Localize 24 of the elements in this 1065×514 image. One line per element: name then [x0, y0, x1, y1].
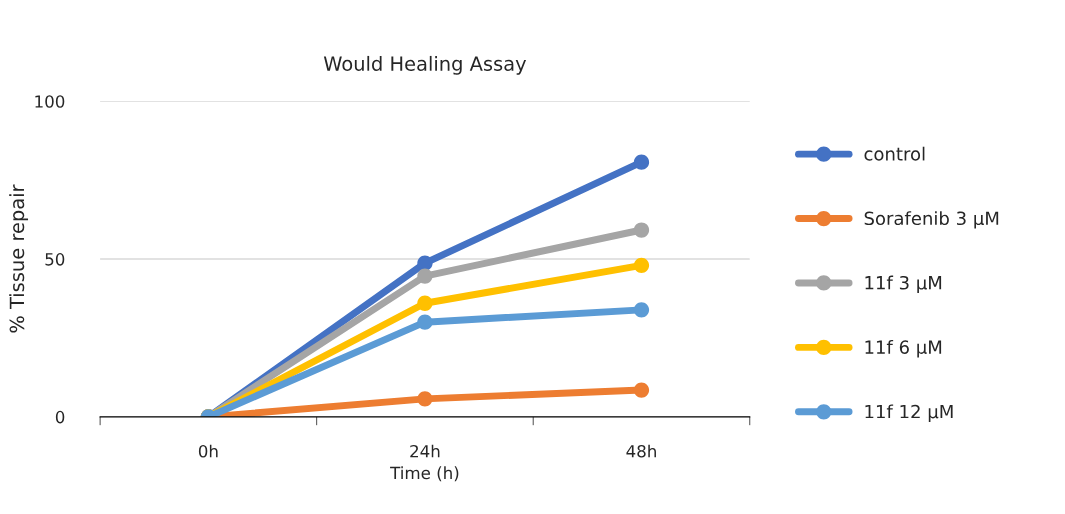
point	[633, 222, 650, 238]
x-axis-title: Time (h)	[390, 466, 459, 482]
legend-label: 11f 6 µM	[865, 339, 942, 358]
point	[633, 154, 650, 170]
y-tick-label: 50	[45, 253, 65, 266]
x-tick-label: 0h	[198, 444, 218, 458]
legend-label: Sorafenib 3 µM	[864, 211, 999, 229]
chart-title: Would Healing Assay	[323, 55, 527, 75]
y-tick-label: 100	[35, 95, 65, 108]
point	[633, 257, 650, 274]
legend-label: control	[864, 146, 925, 161]
x-tick-label: 48h	[626, 444, 656, 458]
point	[417, 391, 433, 407]
legend-label: 11f 3 µM	[865, 275, 942, 294]
point	[633, 382, 650, 398]
point	[417, 255, 433, 271]
x-tick-label: 24h	[410, 444, 440, 458]
legend-label: 11f 12 µM	[865, 404, 953, 422]
y-axis-title: % Tissue repair	[9, 184, 29, 333]
y-tick-label: 0	[55, 410, 65, 424]
point	[417, 314, 433, 330]
point	[417, 268, 433, 284]
point	[633, 302, 650, 318]
point	[417, 295, 433, 311]
